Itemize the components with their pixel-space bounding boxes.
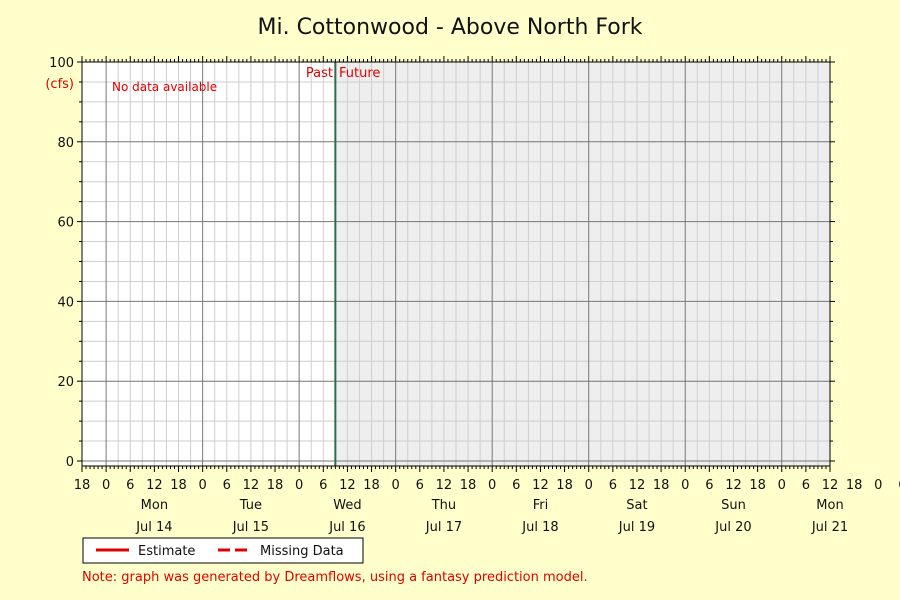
- day-weekday-label: Sun: [721, 498, 746, 513]
- x-tick-label: 18: [556, 478, 573, 493]
- x-tick-label: 6: [319, 478, 327, 493]
- day-weekday-label: Fri: [533, 498, 549, 513]
- legend-estimate-label: Estimate: [138, 544, 195, 559]
- x-tick-label: 12: [243, 478, 260, 493]
- y-axis-label: (cfs): [45, 77, 74, 92]
- x-tick-label: 0: [392, 478, 400, 493]
- day-weekday-label: Wed: [333, 498, 361, 513]
- x-tick-label: 6: [416, 478, 424, 493]
- x-tick-label: 18: [170, 478, 187, 493]
- x-tick-label: 18: [653, 478, 670, 493]
- x-tick-label: 18: [267, 478, 284, 493]
- x-tick-label: 18: [749, 478, 766, 493]
- y-tick-label: 40: [57, 295, 74, 310]
- day-date-label: Jul 15: [232, 520, 269, 535]
- x-tick-label: 0: [295, 478, 303, 493]
- x-tick-label: 6: [223, 478, 231, 493]
- x-tick-label: 6: [898, 478, 900, 493]
- chart-title: Mi. Cottonwood - Above North Fork: [257, 15, 642, 40]
- x-tick-label: 0: [778, 478, 786, 493]
- x-tick-label: 12: [629, 478, 646, 493]
- x-tick-label: 12: [339, 478, 356, 493]
- future-label: Future: [339, 66, 380, 81]
- x-tick-label: 18: [74, 478, 91, 493]
- day-weekday-label: Tue: [239, 498, 262, 513]
- x-tick-label: 12: [436, 478, 453, 493]
- day-date-label: Jul 17: [425, 520, 462, 535]
- day-date-label: Jul 21: [811, 520, 848, 535]
- day-weekday-label: Mon: [816, 498, 843, 513]
- x-tick-label: 6: [126, 478, 134, 493]
- legend: Estimate Missing Data: [82, 537, 364, 564]
- x-tick-label: 0: [585, 478, 593, 493]
- y-tick-label: 0: [66, 455, 74, 470]
- legend-missing-data-label: Missing Data: [260, 544, 344, 559]
- y-tick-label: 20: [57, 375, 74, 390]
- x-tick-label: 0: [681, 478, 689, 493]
- day-date-label: Jul 16: [328, 520, 365, 535]
- day-weekday-label: Sat: [626, 498, 647, 513]
- day-weekday-label: Mon: [141, 498, 168, 513]
- day-date-label: Jul 19: [618, 520, 655, 535]
- x-tick-label: 0: [199, 478, 207, 493]
- y-tick-label: 60: [57, 216, 74, 231]
- no-data-label: No data available: [112, 80, 217, 94]
- x-tick-label: 12: [532, 478, 549, 493]
- day-date-label: Jul 20: [714, 520, 751, 535]
- y-tick-label: 100: [49, 56, 74, 71]
- day-weekday-label: Thu: [431, 498, 456, 513]
- day-date-label: Jul 14: [135, 520, 172, 535]
- x-tick-label: 6: [802, 478, 810, 493]
- plot-background-past: [82, 62, 336, 466]
- x-tick-label: 12: [725, 478, 742, 493]
- x-tick-label: 0: [102, 478, 110, 493]
- x-tick-label: 18: [363, 478, 380, 493]
- x-tick-label: 6: [512, 478, 520, 493]
- x-tick-label: 6: [609, 478, 617, 493]
- x-tick-label: 12: [822, 478, 839, 493]
- x-tick-label: 0: [874, 478, 882, 493]
- day-date-label: Jul 18: [521, 520, 558, 535]
- x-tick-label: 0: [488, 478, 496, 493]
- past-label: Past: [306, 66, 333, 81]
- x-tick-label: 12: [146, 478, 163, 493]
- x-tick-label: 18: [846, 478, 863, 493]
- y-tick-label: 80: [57, 136, 74, 151]
- x-tick-label: 6: [705, 478, 713, 493]
- x-tick-label: 18: [460, 478, 477, 493]
- plot-background-future: [335, 62, 830, 466]
- footnote: Note: graph was generated by Dreamflows,…: [82, 570, 588, 585]
